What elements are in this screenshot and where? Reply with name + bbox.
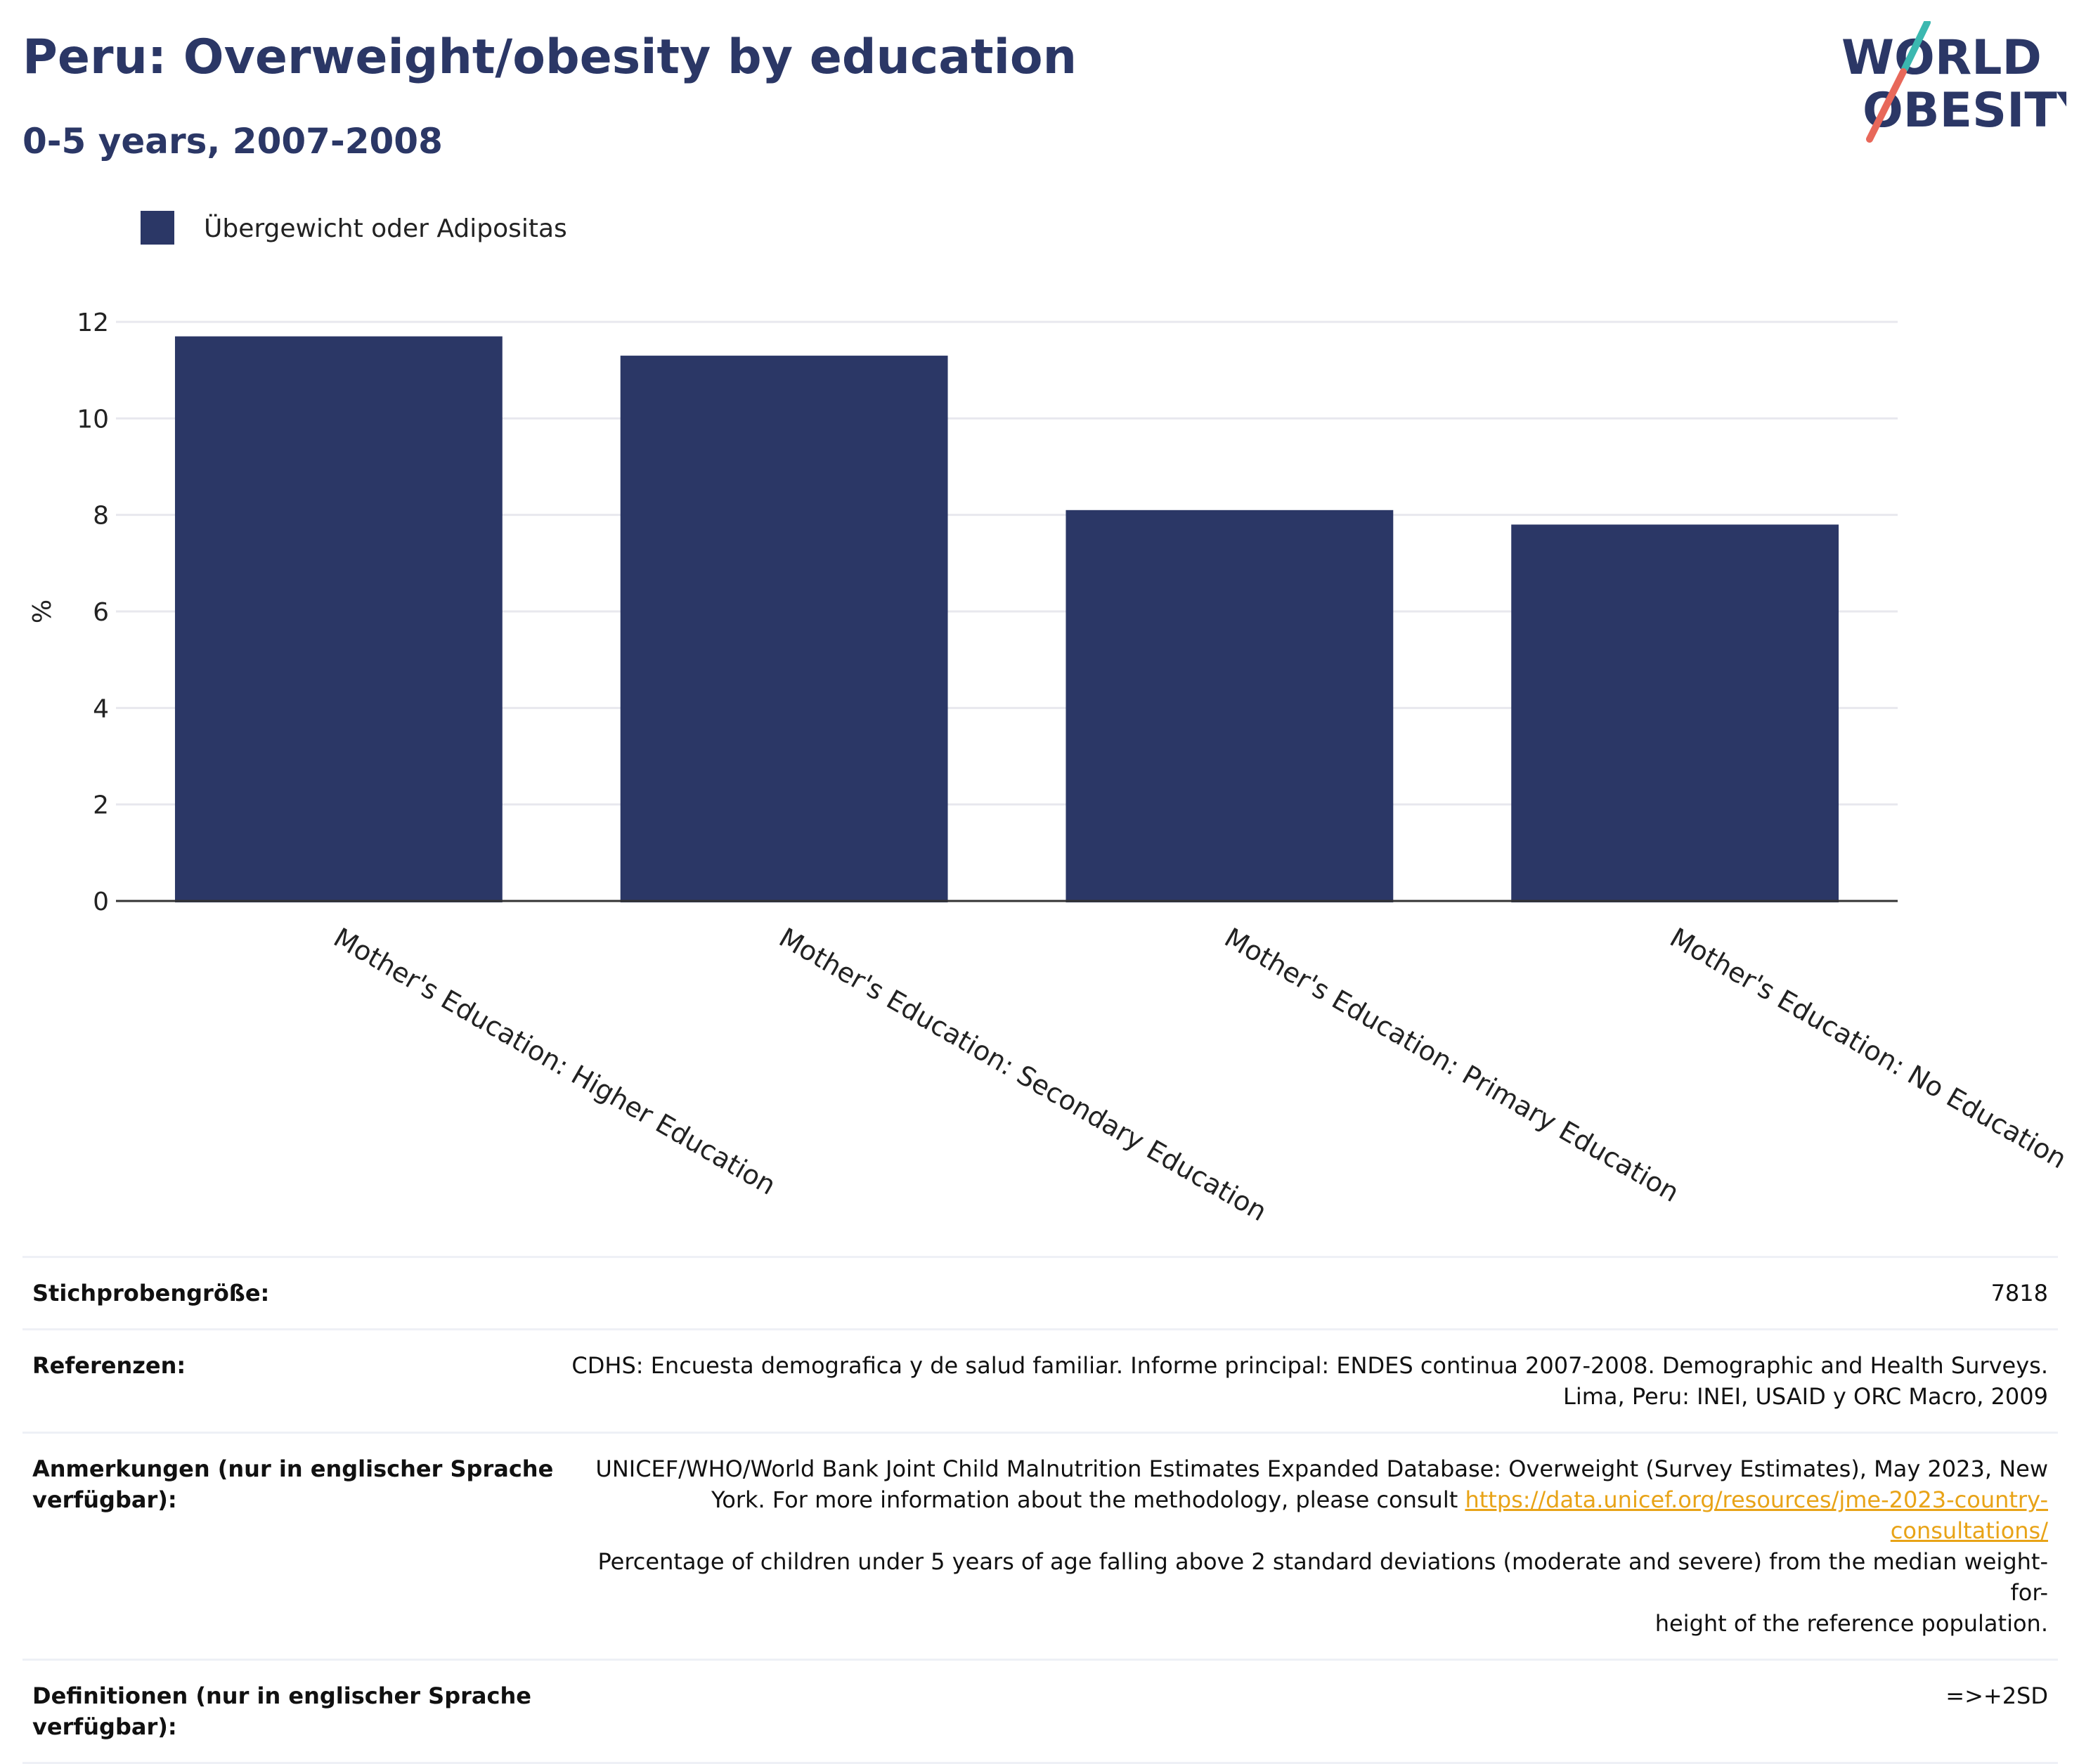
methodology-link[interactable]: https://data.unicef.org/resources/jme-20… xyxy=(1465,1486,2048,1544)
notes-line-2-text: York. For more information about the met… xyxy=(711,1486,1465,1513)
page-subtitle: 0-5 years, 2007-2008 xyxy=(22,121,443,162)
logo-slash-teal xyxy=(1901,21,1931,72)
y-tick-label: 6 xyxy=(93,598,109,627)
references-row: Referenzen: CDHS: Encuesta demografica y… xyxy=(22,1328,2058,1432)
y-axis-label: % xyxy=(28,599,57,623)
bar xyxy=(1511,524,1839,902)
y-tick-label: 8 xyxy=(93,502,109,531)
logo-line1: WORLD xyxy=(1841,30,2042,86)
definitions-label: Definitionen (nur in englischer Sprache … xyxy=(32,1682,531,1740)
x-tick-label: Mother's Education: Secondary Education xyxy=(774,922,1272,1223)
y-tick-label: 0 xyxy=(93,888,109,916)
bar xyxy=(174,336,503,903)
bar xyxy=(620,356,948,902)
references-line-2: Lima, Peru: INEI, USAID y ORC Macro, 200… xyxy=(1563,1383,2048,1410)
references-value: CDHS: Encuesta demografica y de salud fa… xyxy=(566,1350,2048,1412)
notes-row: Anmerkungen (nur in englischer Sprache v… xyxy=(22,1432,2058,1659)
y-tick-label: 10 xyxy=(77,405,109,434)
notes-line-3: Percentage of children under 5 years of … xyxy=(597,1548,2049,1606)
x-tick-label: Mother's Education: Primary Education xyxy=(1219,922,1685,1208)
notes-line-1: UNICEF/WHO/World Bank Joint Child Malnut… xyxy=(595,1455,2048,1482)
bar xyxy=(1066,510,1394,902)
metadata-table: Stichprobengröße: 7818 Referenzen: CDHS:… xyxy=(22,1256,2058,1764)
notes-line-4: height of the reference population. xyxy=(1654,1610,2048,1637)
logo-slash-coral xyxy=(1866,68,1907,143)
y-tick-label: 12 xyxy=(77,309,109,337)
x-tick-label: Mother's Education: Higher Education xyxy=(328,922,781,1201)
references-line-1: CDHS: Encuesta demografica y de salud fa… xyxy=(571,1352,2048,1379)
y-tick-label: 4 xyxy=(93,694,109,723)
world-obesity-logo: WORLD OBESITY xyxy=(1841,21,2066,143)
sample-size-value: 7818 xyxy=(1990,1280,2048,1306)
sample-size-row: Stichprobengröße: 7818 xyxy=(22,1256,2058,1328)
definitions-value: =>+2SD xyxy=(1945,1682,2048,1709)
definitions-row: Definitionen (nur in englischer Sprache … xyxy=(22,1659,2058,1764)
page-title: Peru: Overweight/obesity by education xyxy=(22,30,1077,85)
notes-line-2: York. For more information about the met… xyxy=(566,1484,2048,1546)
sample-size-label: Stichprobengröße: xyxy=(32,1280,270,1306)
notes-value: UNICEF/WHO/World Bank Joint Child Malnut… xyxy=(566,1453,2048,1639)
bar-chart: Übergewicht oder Adipositas 0 2 4 6 8 10 12% Mot… xyxy=(28,211,2072,1223)
legend-label: Übergewicht oder Adipositas xyxy=(204,214,567,243)
x-tick-label: Mother's Education: No Education xyxy=(1665,922,2072,1175)
y-tick-label: 2 xyxy=(93,791,109,820)
references-label: Referenzen: xyxy=(32,1352,186,1379)
legend-swatch xyxy=(141,211,174,245)
notes-label: Anmerkungen (nur in englischer Sprache v… xyxy=(32,1455,554,1513)
